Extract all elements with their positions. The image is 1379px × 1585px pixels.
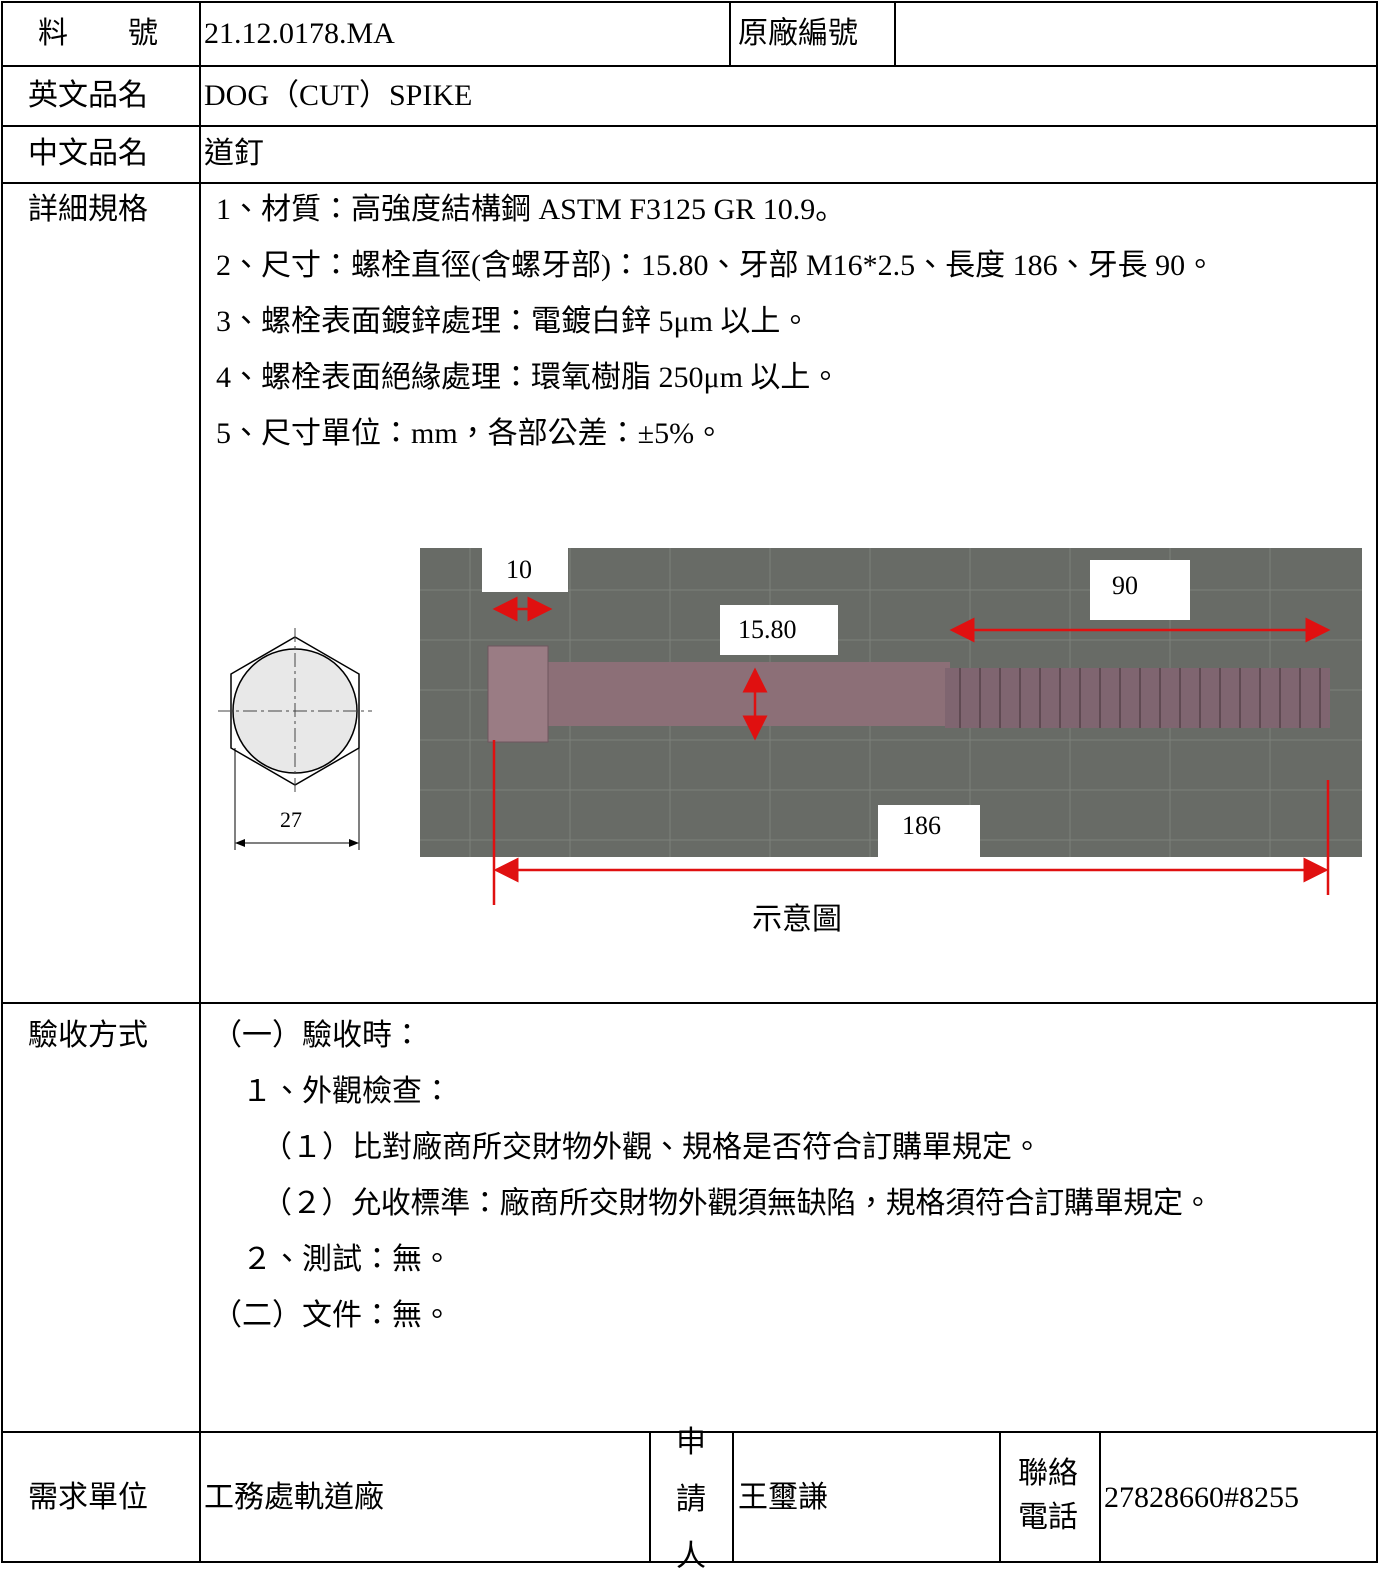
label: 驗收方式 [28, 1019, 148, 1052]
acceptance-line: （１）比對廠商所交財物外觀、規格是否符合訂購單規定。 [262, 1131, 1042, 1164]
label: 英文品名 [28, 79, 148, 112]
spec-line: 3、螺栓表面鍍鋅處理：電鍍白鋅 5μm 以上。 [216, 305, 811, 338]
spec-line: 1、材質：高強度結構鋼 ASTM F3125 GR 10.9。 [216, 193, 846, 226]
acceptance-line: １、外觀檢查： [242, 1075, 452, 1108]
caption: 示意圖 [752, 903, 842, 936]
bolt-photo [420, 548, 1362, 905]
spec-line: 5、尺寸單位：mm，各部公差：±5%。 [216, 417, 725, 450]
value: 道釘 [204, 137, 264, 170]
dim-label: 186 [902, 811, 941, 840]
dim-label: 27 [280, 807, 302, 832]
acceptance-line: ２、測試：無。 [242, 1243, 452, 1276]
value: DOG（CUT）SPIKE [204, 79, 473, 112]
label: 申請人 [676, 1426, 706, 1573]
label: 原廠編號 [738, 17, 858, 50]
dim-label: 15.80 [738, 615, 797, 644]
label: 中文品名 [28, 137, 148, 170]
value: 王璽謙 [738, 1481, 828, 1514]
label: 聯絡電話 [1018, 1457, 1078, 1534]
spec-list: 1、材質：高強度結構鋼 ASTM F3125 GR 10.9。 2、尺寸：螺栓直… [216, 182, 1336, 462]
label: 料 號 [38, 17, 158, 50]
acceptance-line: （２）允收標準：廠商所交財物外觀須無缺陷，規格須符合訂購單規定。 [262, 1187, 1213, 1220]
value: 27828660#8255 [1104, 1481, 1299, 1514]
dim-label: 10 [506, 555, 532, 584]
label: 詳細規格 [28, 193, 148, 226]
hex-drawing [218, 628, 372, 850]
value: 工務處軌道廠 [204, 1481, 384, 1514]
label: 需求單位 [28, 1481, 148, 1514]
spec-line: 4、螺栓表面絕緣處理：環氧樹脂 250μm 以上。 [216, 361, 841, 394]
value: 21.12.0178.MA [204, 17, 395, 50]
dim-label: 90 [1112, 571, 1138, 600]
acceptance-line: （一）驗收時： [212, 1019, 422, 1052]
acceptance-line: （二）文件：無。 [212, 1299, 452, 1332]
acceptance-list: （一）驗收時： １、外觀檢查： （１）比對廠商所交財物外觀、規格是否符合訂購單規… [212, 1008, 1377, 1344]
spec-line: 2、尺寸：螺栓直徑(含螺牙部)：15.80、牙部 M16*2.5、長度 186、… [216, 249, 1216, 282]
